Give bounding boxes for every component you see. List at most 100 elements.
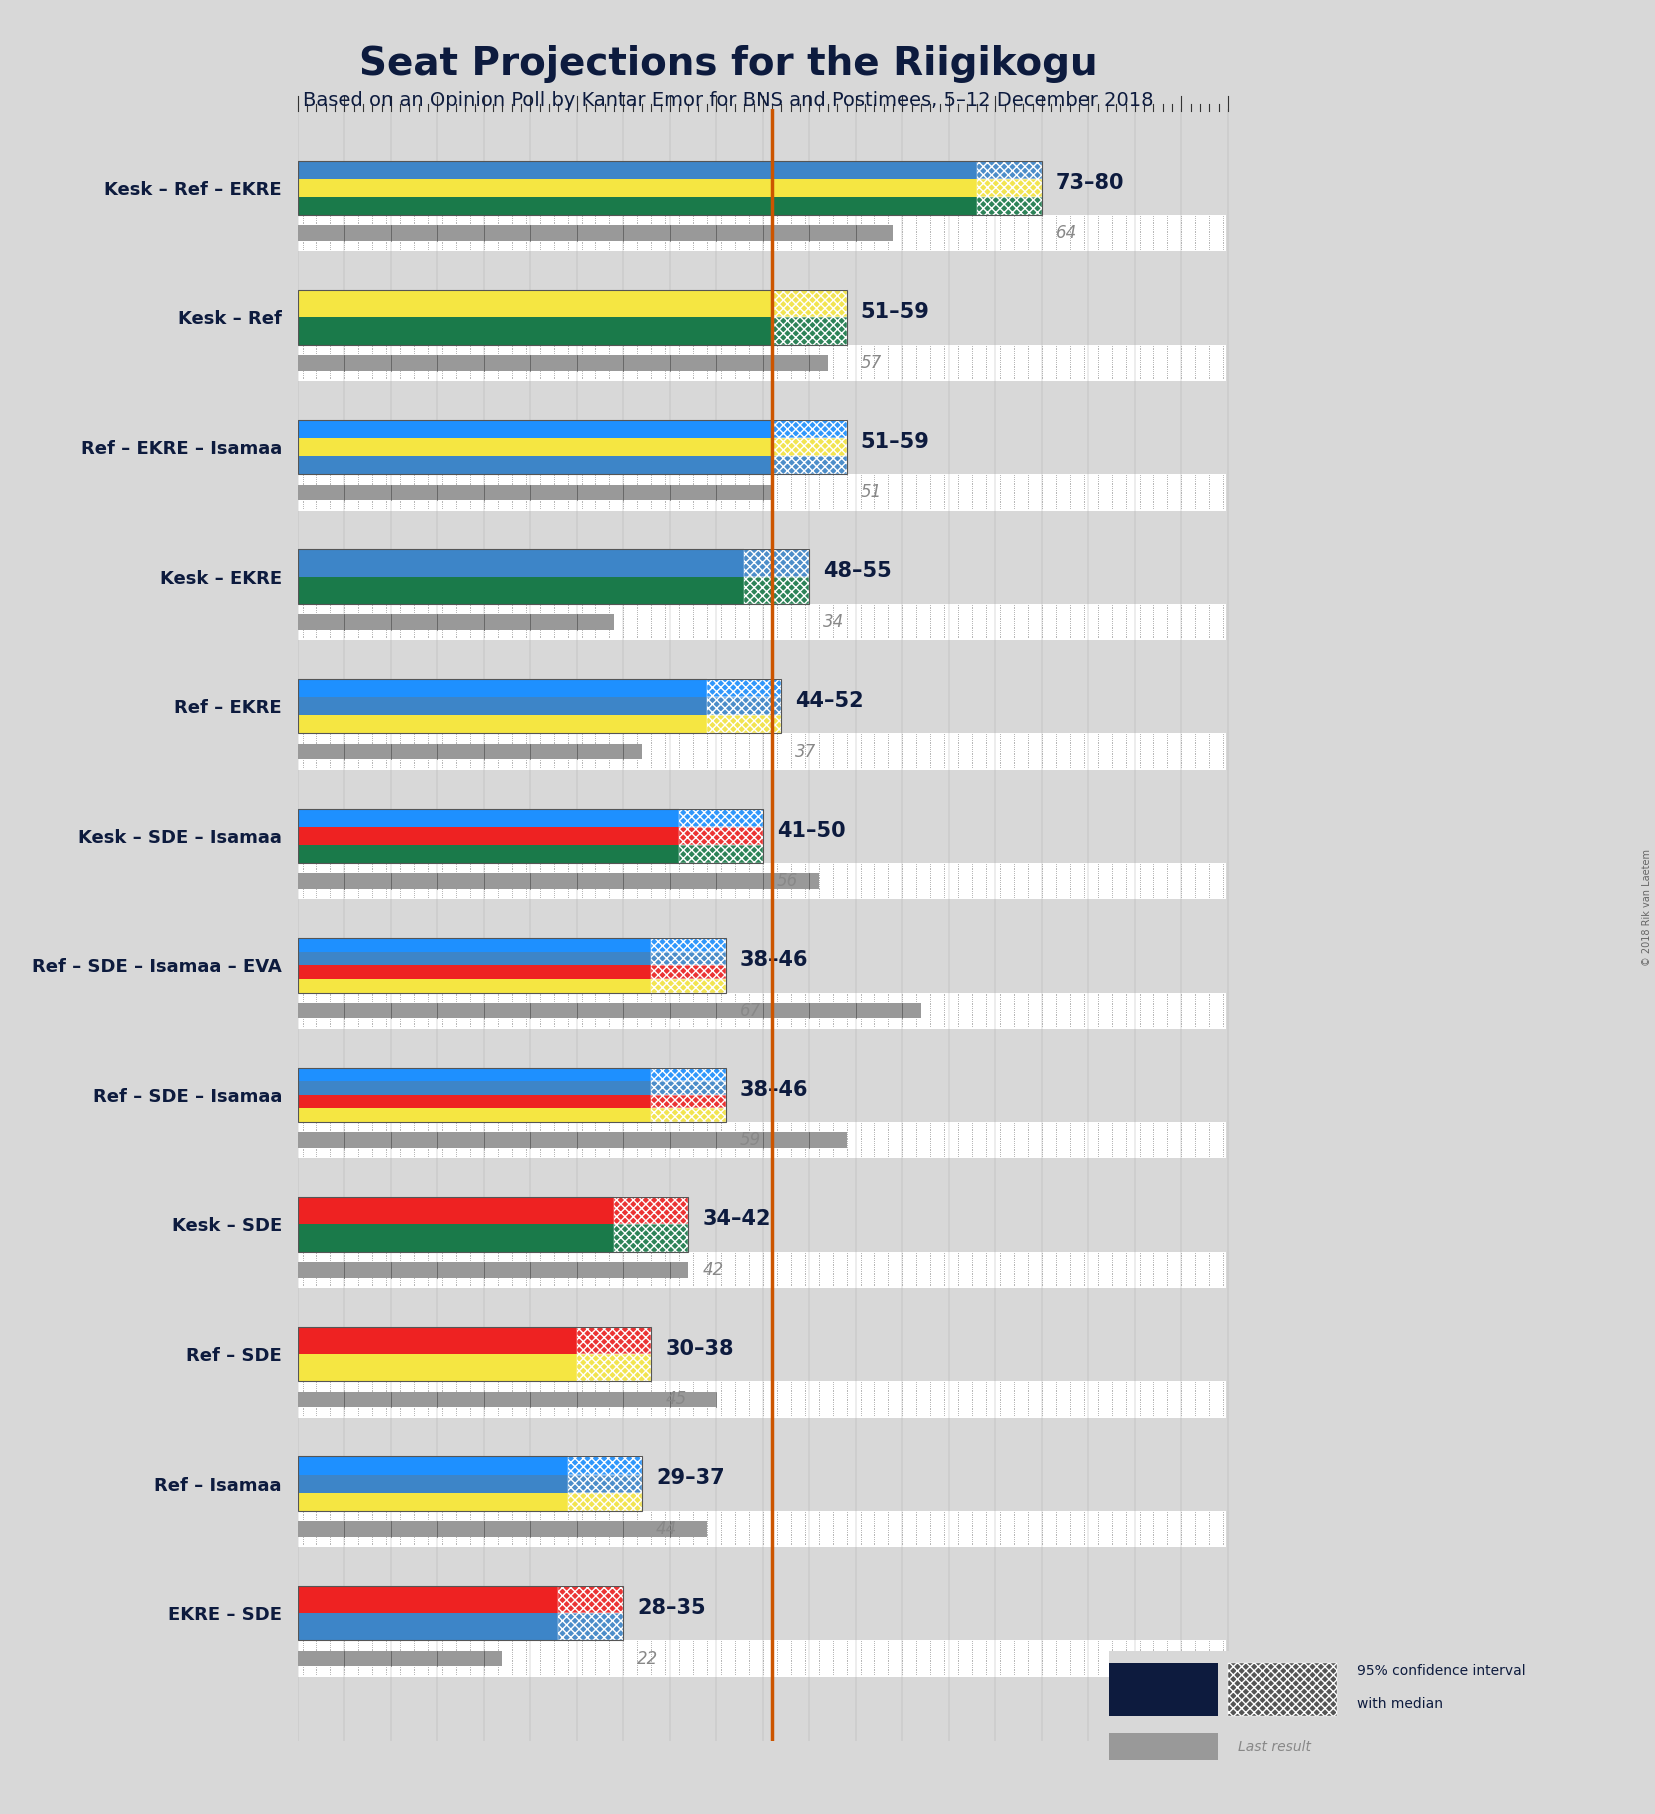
Bar bbox=[298, 1252, 1225, 1288]
Bar bbox=[298, 1391, 717, 1408]
Bar bbox=[745, 577, 809, 604]
Bar bbox=[298, 678, 707, 697]
Bar bbox=[298, 455, 773, 473]
Bar bbox=[298, 198, 976, 216]
Bar bbox=[976, 161, 1043, 180]
Bar bbox=[652, 1096, 725, 1108]
Bar bbox=[298, 1197, 688, 1252]
Bar bbox=[976, 161, 1043, 180]
Bar bbox=[298, 1353, 578, 1380]
Bar bbox=[652, 1108, 725, 1123]
Bar bbox=[298, 697, 707, 715]
Bar bbox=[1109, 1662, 1218, 1716]
Bar bbox=[679, 809, 763, 827]
Bar bbox=[745, 577, 809, 604]
Bar bbox=[298, 992, 1225, 1029]
Bar bbox=[298, 317, 773, 345]
Bar bbox=[707, 697, 781, 715]
Text: 95% confidence interval: 95% confidence interval bbox=[1357, 1665, 1526, 1678]
Text: 44: 44 bbox=[655, 1520, 677, 1538]
Bar bbox=[298, 1081, 652, 1096]
Bar bbox=[558, 1613, 624, 1640]
Bar bbox=[773, 419, 847, 437]
Bar bbox=[298, 1493, 568, 1511]
Bar bbox=[298, 1096, 652, 1108]
Bar bbox=[298, 1380, 1225, 1417]
Bar bbox=[298, 1475, 568, 1493]
Bar bbox=[568, 1457, 642, 1475]
Bar bbox=[707, 678, 781, 697]
Bar bbox=[568, 1475, 642, 1493]
Bar bbox=[679, 827, 763, 845]
Bar bbox=[298, 1197, 614, 1224]
Bar bbox=[298, 678, 781, 733]
Bar bbox=[614, 1224, 688, 1252]
Text: Last result: Last result bbox=[1238, 1740, 1311, 1754]
Text: 48–55: 48–55 bbox=[823, 561, 892, 582]
Bar bbox=[298, 845, 679, 863]
Bar bbox=[298, 1457, 642, 1511]
Bar bbox=[298, 345, 1225, 381]
Bar bbox=[679, 845, 763, 863]
Bar bbox=[298, 1132, 847, 1148]
Bar bbox=[298, 1585, 558, 1613]
Text: 41–50: 41–50 bbox=[776, 820, 846, 840]
Bar bbox=[773, 290, 847, 317]
Bar bbox=[298, 873, 819, 889]
Bar bbox=[298, 938, 652, 952]
Bar bbox=[578, 1326, 652, 1353]
Text: 57: 57 bbox=[861, 354, 882, 372]
Bar bbox=[652, 938, 725, 952]
Bar bbox=[707, 715, 781, 733]
Bar bbox=[298, 419, 847, 473]
Bar bbox=[614, 1197, 688, 1224]
Bar bbox=[298, 1326, 578, 1353]
Text: 37: 37 bbox=[796, 742, 816, 760]
Bar bbox=[652, 1068, 725, 1081]
Bar bbox=[614, 1197, 688, 1224]
Bar bbox=[298, 180, 976, 198]
Text: © 2018 Rik van Laetem: © 2018 Rik van Laetem bbox=[1642, 849, 1652, 965]
Bar bbox=[652, 980, 725, 992]
Bar bbox=[298, 809, 679, 827]
Bar bbox=[679, 827, 763, 845]
Bar bbox=[558, 1613, 624, 1640]
Bar bbox=[298, 437, 773, 455]
Bar bbox=[578, 1326, 652, 1353]
Bar bbox=[298, 733, 1225, 769]
Bar bbox=[298, 952, 652, 965]
Bar bbox=[298, 1224, 614, 1252]
Text: 38–46: 38–46 bbox=[740, 1079, 808, 1099]
Bar bbox=[652, 1096, 725, 1108]
Bar bbox=[298, 604, 1225, 640]
Bar bbox=[298, 419, 773, 437]
Bar bbox=[773, 317, 847, 345]
Bar bbox=[298, 965, 652, 980]
Bar bbox=[679, 845, 763, 863]
Bar bbox=[976, 198, 1043, 216]
Bar bbox=[652, 1081, 725, 1096]
Bar bbox=[1109, 1734, 1218, 1760]
Bar bbox=[578, 1353, 652, 1380]
Bar bbox=[298, 715, 707, 733]
Bar bbox=[298, 1068, 725, 1123]
Bar bbox=[298, 1585, 624, 1640]
Bar bbox=[298, 938, 725, 992]
Text: 29–37: 29–37 bbox=[655, 1468, 725, 1489]
Bar bbox=[773, 455, 847, 473]
Bar bbox=[298, 1640, 1225, 1676]
Bar bbox=[298, 827, 679, 845]
Text: 28–35: 28–35 bbox=[637, 1598, 707, 1618]
Bar bbox=[558, 1585, 624, 1613]
Text: 30–38: 30–38 bbox=[665, 1339, 733, 1359]
Bar bbox=[707, 697, 781, 715]
Bar bbox=[976, 180, 1043, 198]
Bar bbox=[298, 161, 976, 180]
Bar bbox=[298, 1003, 920, 1018]
Bar bbox=[568, 1475, 642, 1493]
Bar bbox=[298, 1511, 1225, 1547]
Bar bbox=[976, 180, 1043, 198]
Bar bbox=[614, 1224, 688, 1252]
Bar bbox=[773, 419, 847, 437]
Text: 59: 59 bbox=[740, 1132, 761, 1150]
